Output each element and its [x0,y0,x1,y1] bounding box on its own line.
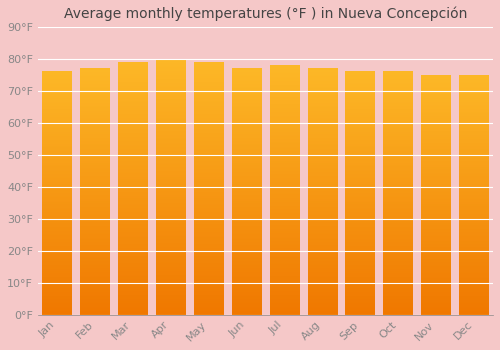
Title: Average monthly temperatures (°F ) in Nueva Concepción: Average monthly temperatures (°F ) in Nu… [64,7,467,21]
